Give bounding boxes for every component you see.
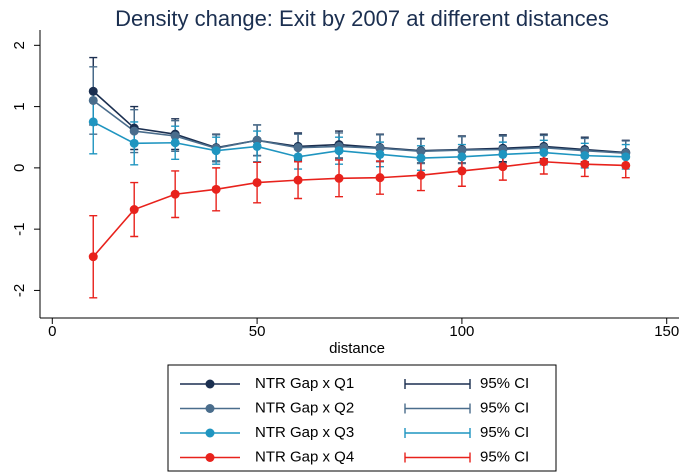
legend-label: NTR Gap x Q1 bbox=[255, 375, 354, 392]
point bbox=[621, 160, 631, 170]
series-line bbox=[92, 160, 626, 258]
x-tick-label: 0 bbox=[48, 323, 56, 340]
legend-ci-label: 95% CI bbox=[480, 375, 529, 392]
point bbox=[334, 146, 344, 156]
point bbox=[457, 145, 467, 155]
point bbox=[170, 138, 180, 148]
point bbox=[252, 178, 262, 188]
point bbox=[416, 146, 426, 156]
point bbox=[375, 149, 385, 159]
point bbox=[539, 148, 549, 158]
legend-label: NTR Gap x Q2 bbox=[255, 399, 354, 416]
point bbox=[334, 173, 344, 183]
point bbox=[211, 146, 221, 156]
point bbox=[88, 117, 98, 127]
point bbox=[457, 152, 467, 162]
legend-ci bbox=[404, 379, 471, 389]
x-tick-label: 150 bbox=[654, 323, 679, 340]
point bbox=[293, 152, 303, 162]
legend-marker bbox=[205, 453, 215, 462]
legend-label: NTR Gap x Q3 bbox=[255, 424, 354, 441]
point bbox=[293, 175, 303, 185]
point bbox=[375, 173, 385, 183]
series-line bbox=[92, 121, 626, 159]
point bbox=[88, 86, 98, 96]
point bbox=[170, 189, 180, 199]
point bbox=[416, 170, 426, 180]
series-line bbox=[92, 99, 626, 154]
legend-marker bbox=[205, 379, 215, 389]
legend-ci bbox=[404, 452, 471, 463]
point bbox=[416, 153, 426, 163]
series-line bbox=[92, 90, 626, 154]
point bbox=[88, 252, 98, 262]
point bbox=[293, 143, 303, 153]
point bbox=[170, 131, 180, 141]
point bbox=[129, 138, 139, 148]
point bbox=[457, 166, 467, 176]
point bbox=[211, 184, 221, 194]
chart-title: Density change: Exit by 2007 at differen… bbox=[115, 6, 609, 31]
point bbox=[88, 95, 98, 105]
point bbox=[498, 162, 508, 172]
legend-ci-label: 95% CI bbox=[480, 424, 529, 441]
legend-label: NTR Gap x Q4 bbox=[255, 448, 354, 465]
point bbox=[498, 149, 508, 159]
legend-ci-label: 95% CI bbox=[480, 399, 529, 416]
point bbox=[129, 126, 139, 136]
legend-ci bbox=[404, 428, 471, 438]
x-tick-label: 100 bbox=[449, 323, 474, 340]
y-tick-label: 0 bbox=[11, 164, 28, 172]
legend-marker bbox=[205, 404, 215, 413]
x-tick-label: 50 bbox=[249, 323, 266, 340]
legend-marker bbox=[205, 428, 215, 438]
point bbox=[580, 151, 590, 161]
point bbox=[129, 205, 139, 215]
point bbox=[621, 152, 631, 162]
y-tick-label: -2 bbox=[11, 284, 28, 297]
point bbox=[252, 141, 262, 151]
y-tick-label: -1 bbox=[11, 222, 28, 235]
legend-box bbox=[167, 364, 557, 472]
point bbox=[539, 157, 549, 167]
x-axis-label: distance bbox=[329, 340, 385, 357]
legend-ci-label: 95% CI bbox=[480, 448, 529, 465]
point bbox=[580, 159, 590, 169]
y-tick-label: 2 bbox=[11, 41, 28, 49]
legend-ci bbox=[404, 403, 471, 414]
y-tick-label: 1 bbox=[11, 102, 28, 110]
